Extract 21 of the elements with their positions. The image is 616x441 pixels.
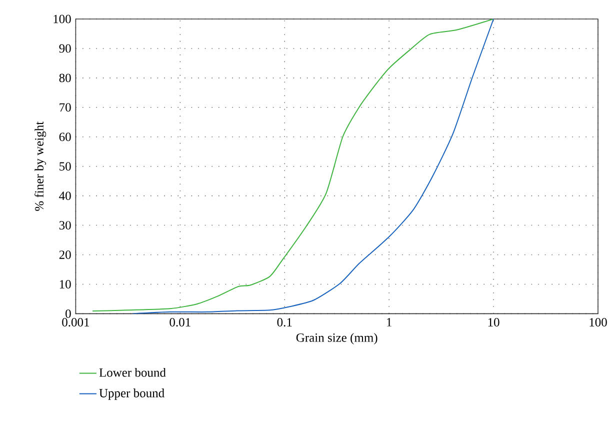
y-axis-title: % finer by weight bbox=[34, 121, 46, 211]
y-tick-label: 70 bbox=[60, 103, 71, 112]
y-tick-label: 90 bbox=[59, 44, 71, 53]
x-tick-label: 10 bbox=[488, 318, 500, 326]
x-tick-label: 0.1 bbox=[277, 318, 292, 327]
x-tick-label: 100 bbox=[590, 318, 607, 326]
y-tick-label: 40 bbox=[59, 192, 71, 200]
x-tick-label: 0.01 bbox=[170, 318, 190, 327]
y-tick-label: 80 bbox=[59, 74, 71, 82]
legend-label: Upper bound bbox=[99, 388, 164, 400]
y-tick-label: 50 bbox=[60, 162, 71, 171]
y-tick-label: 0 bbox=[66, 309, 71, 318]
y-tick-label: 20 bbox=[59, 250, 71, 259]
y-tick-label: 30 bbox=[59, 221, 71, 230]
y-tick-label: 60 bbox=[59, 132, 71, 142]
x-tick-label: 0.001 bbox=[62, 318, 90, 327]
y-tick-label: 100 bbox=[54, 14, 71, 24]
legend-label: Lower bound bbox=[99, 368, 166, 377]
x-axis-title: Grain size (mm) bbox=[296, 333, 378, 344]
y-tick-label: 10 bbox=[60, 280, 71, 288]
x-tick-label: 1 bbox=[387, 318, 392, 326]
